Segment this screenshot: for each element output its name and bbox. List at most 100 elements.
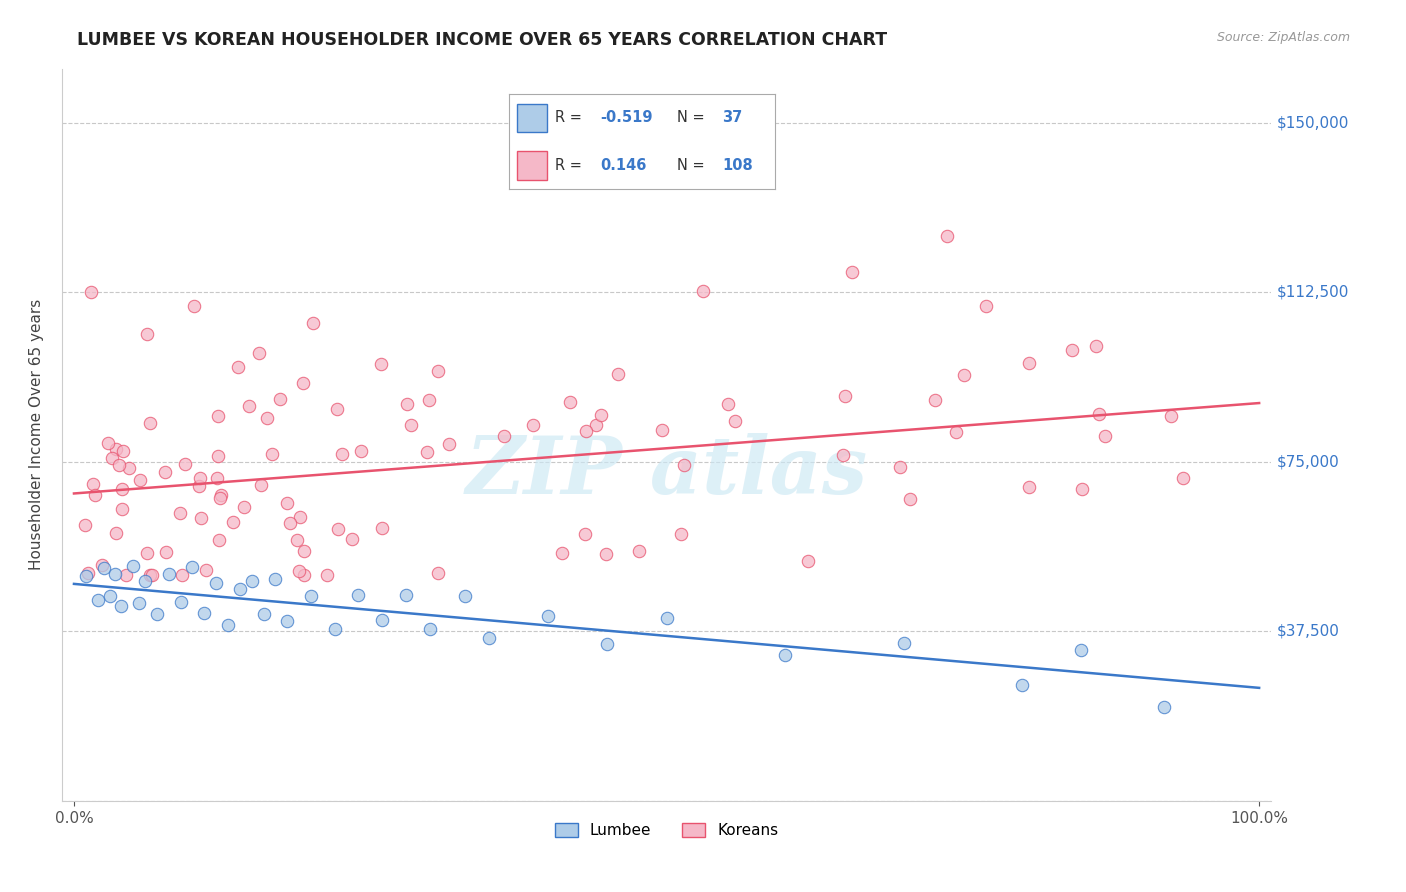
- Point: [832, 448, 855, 462]
- Point: [240, 574, 263, 589]
- Point: [454, 589, 477, 603]
- Point: [128, 474, 150, 488]
- Point: [146, 607, 169, 621]
- Point: [371, 613, 394, 627]
- Point: [232, 500, 254, 515]
- Point: [111, 501, 134, 516]
- Point: [292, 567, 315, 582]
- Point: [205, 575, 228, 590]
- Point: [370, 521, 392, 535]
- Point: [834, 389, 856, 403]
- Point: [669, 527, 692, 541]
- Point: [269, 392, 291, 406]
- Point: [226, 359, 249, 374]
- Point: [1094, 429, 1116, 443]
- Point: [841, 265, 863, 279]
- Point: [187, 479, 209, 493]
- Point: [797, 554, 820, 568]
- Text: ZIP atlas: ZIP atlas: [465, 433, 868, 510]
- Point: [323, 623, 346, 637]
- Text: $112,500: $112,500: [1277, 285, 1350, 300]
- Text: Source: ZipAtlas.com: Source: ZipAtlas.com: [1216, 31, 1350, 45]
- Point: [418, 622, 440, 636]
- Point: [169, 595, 191, 609]
- Point: [936, 228, 959, 243]
- Point: [1171, 471, 1194, 485]
- Point: [195, 563, 218, 577]
- Point: [84, 488, 107, 502]
- Point: [1085, 339, 1108, 353]
- Point: [893, 636, 915, 650]
- Point: [396, 397, 419, 411]
- Point: [945, 425, 967, 439]
- Point: [110, 599, 132, 614]
- Point: [139, 417, 162, 431]
- Point: [285, 533, 308, 548]
- Point: [73, 517, 96, 532]
- Point: [889, 459, 911, 474]
- Point: [574, 424, 596, 438]
- Point: [183, 299, 205, 313]
- Point: [395, 588, 418, 602]
- Point: [111, 483, 134, 497]
- Point: [75, 569, 97, 583]
- Point: [560, 395, 582, 409]
- Point: [478, 632, 501, 646]
- Point: [101, 450, 124, 465]
- Point: [898, 492, 921, 507]
- Point: [292, 543, 315, 558]
- Point: [209, 491, 232, 505]
- Point: [655, 611, 678, 625]
- Point: [104, 526, 127, 541]
- Point: [104, 442, 127, 456]
- Point: [415, 444, 437, 458]
- Point: [332, 448, 354, 462]
- Point: [924, 392, 946, 407]
- Text: $37,500: $37,500: [1277, 624, 1340, 639]
- Point: [399, 418, 422, 433]
- Point: [1062, 343, 1084, 357]
- Point: [437, 436, 460, 450]
- Point: [104, 566, 127, 581]
- Point: [651, 423, 673, 437]
- Point: [347, 588, 370, 602]
- Point: [276, 614, 298, 628]
- Point: [1018, 480, 1040, 494]
- Point: [115, 567, 138, 582]
- Point: [141, 567, 163, 582]
- Point: [170, 567, 193, 582]
- Point: [522, 417, 544, 432]
- Point: [292, 376, 315, 390]
- Point: [169, 506, 191, 520]
- Point: [128, 596, 150, 610]
- Point: [773, 648, 796, 663]
- Point: [136, 546, 159, 560]
- Point: [1070, 482, 1092, 496]
- Point: [426, 566, 449, 581]
- Point: [262, 447, 284, 461]
- Point: [222, 516, 245, 530]
- Point: [492, 429, 515, 443]
- Point: [139, 567, 162, 582]
- Point: [288, 565, 311, 579]
- Text: LUMBEE VS KOREAN HOUSEHOLDER INCOME OVER 65 YEARS CORRELATION CHART: LUMBEE VS KOREAN HOUSEHOLDER INCOME OVER…: [77, 31, 887, 49]
- Point: [278, 516, 301, 530]
- Point: [717, 397, 740, 411]
- Point: [326, 402, 349, 417]
- Point: [299, 589, 322, 603]
- Point: [574, 526, 596, 541]
- Point: [247, 346, 270, 360]
- Point: [93, 561, 115, 575]
- Point: [1070, 642, 1092, 657]
- Point: [1153, 699, 1175, 714]
- Point: [596, 637, 619, 651]
- Point: [82, 477, 104, 491]
- Point: [98, 589, 121, 603]
- Point: [155, 545, 177, 559]
- Point: [157, 567, 180, 582]
- Point: [256, 410, 278, 425]
- Point: [76, 566, 98, 580]
- Point: [208, 533, 231, 547]
- Point: [585, 418, 607, 433]
- Point: [111, 444, 134, 458]
